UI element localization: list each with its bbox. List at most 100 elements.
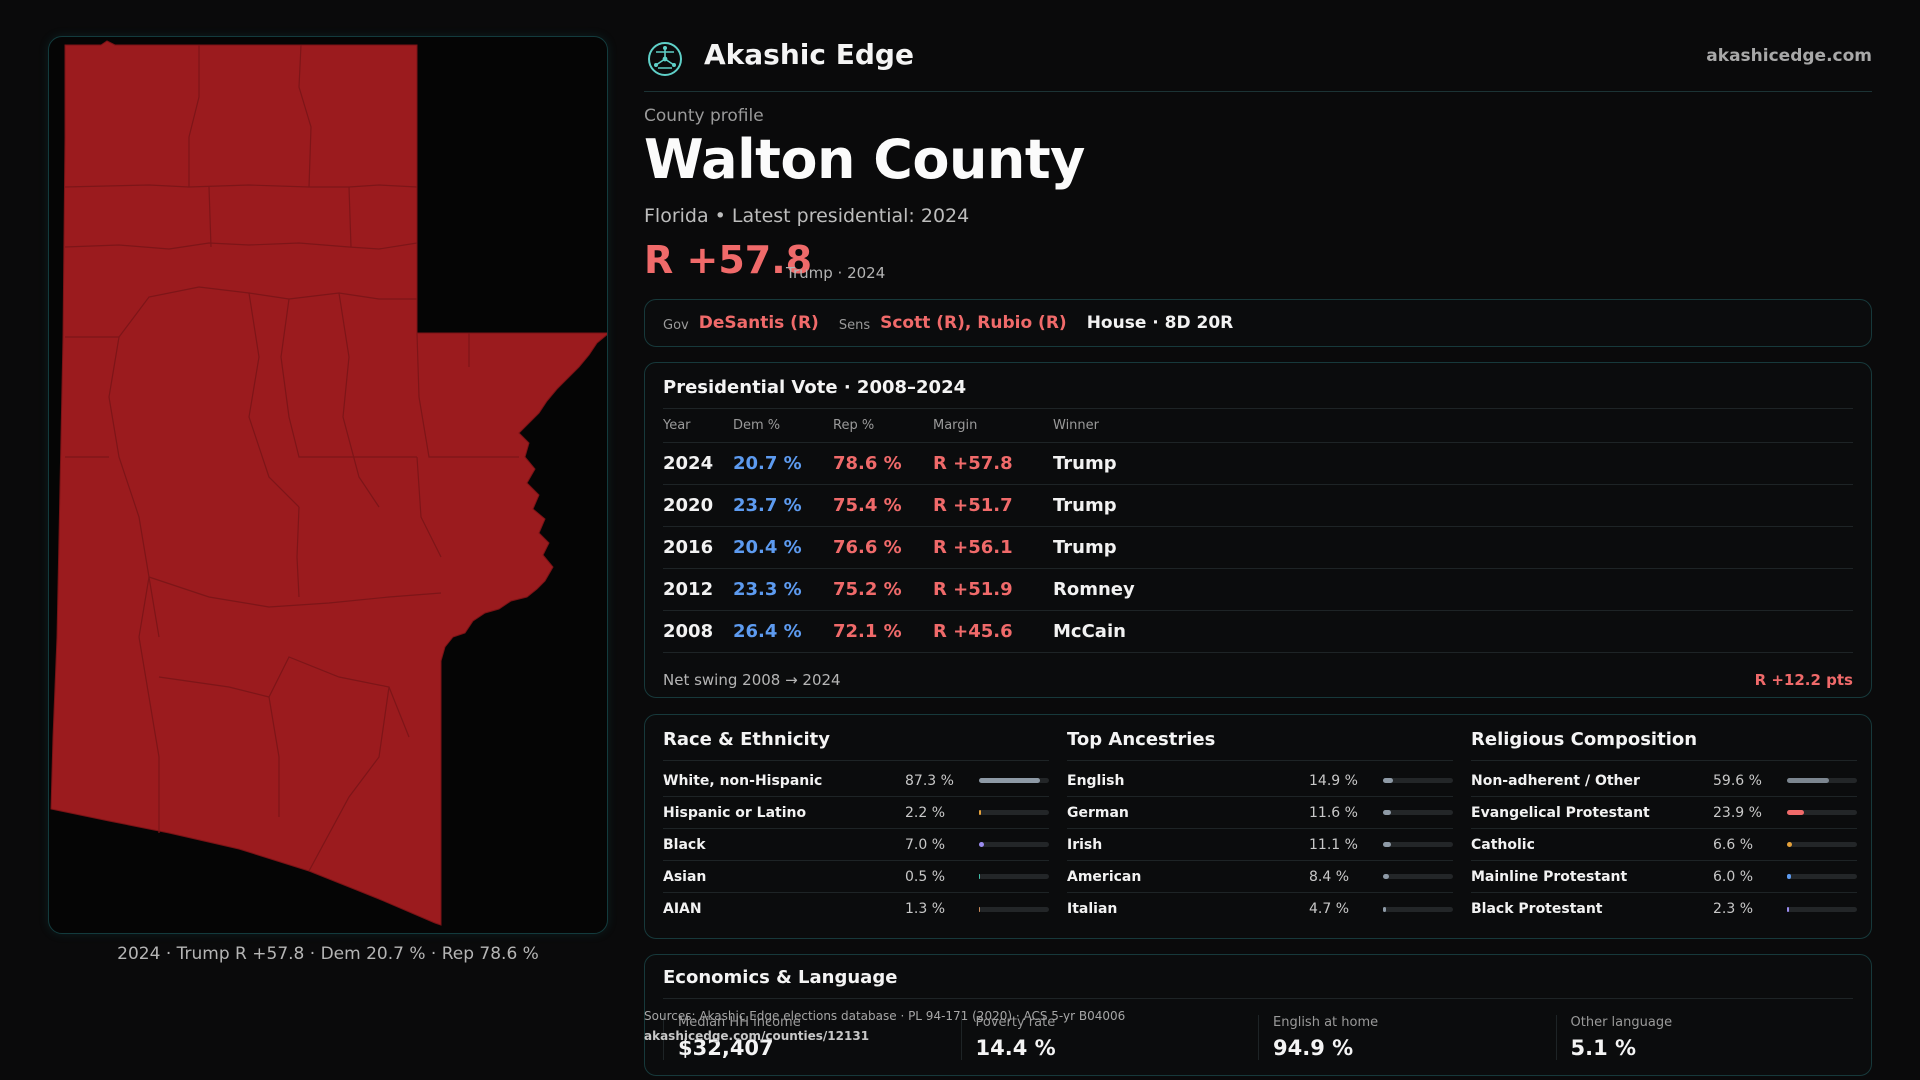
- ancestry-bar: [1383, 810, 1453, 815]
- religion-title: Religious Composition: [1471, 729, 1857, 761]
- race-label: Hispanic or Latino: [663, 804, 807, 821]
- presidential-table: Year Dem % Rep % Margin Winner 2024 20.7…: [663, 409, 1853, 653]
- race-title: Race & Ethnicity: [663, 729, 1049, 761]
- ancestry-row: Italian 4.7 %: [1067, 893, 1453, 925]
- ancestry-title: Top Ancestries: [1067, 729, 1453, 761]
- ancestry-label: German: [1067, 804, 1129, 821]
- cell-year: 2024: [663, 442, 733, 485]
- table-header-row: Year Dem % Rep % Margin Winner: [663, 409, 1853, 443]
- econ-label: Other language: [1570, 1015, 1673, 1030]
- religion-bar: [1787, 810, 1857, 815]
- network-globe-icon: [648, 42, 682, 76]
- cell-year: 2012: [663, 568, 733, 611]
- county-map: [50, 40, 607, 926]
- econ-label: English at home: [1273, 1015, 1379, 1030]
- econ-value: 14.4 %: [975, 1036, 1056, 1060]
- cell-winner: Romney: [1053, 568, 1853, 611]
- race-value: 7.0 %: [905, 836, 946, 853]
- top-bar: Akashic Edge akashicedge.com: [644, 36, 1872, 92]
- map-caption: 2024 · Trump R +57.8 · Dem 20.7 % · Rep …: [117, 944, 539, 964]
- race-bar: [979, 842, 1049, 847]
- religion-value: 23.9 %: [1713, 804, 1762, 821]
- race-row: Hispanic or Latino 2.2 %: [663, 797, 1049, 829]
- ancestry-row: American 8.4 %: [1067, 861, 1453, 893]
- cell-year: 2020: [663, 484, 733, 527]
- race-row: Asian 0.5 %: [663, 861, 1049, 893]
- race-value: 0.5 %: [905, 868, 946, 885]
- religion-bar-fill: [1787, 906, 1789, 912]
- religion-value: 6.6 %: [1713, 836, 1754, 853]
- religion-value: 2.3 %: [1713, 901, 1754, 917]
- cell-margin: R +56.1: [933, 526, 1053, 569]
- ancestry-value: 11.1 %: [1309, 836, 1358, 853]
- col-rep: Rep %: [833, 409, 933, 443]
- econ-label: Median HH income: [678, 1015, 801, 1030]
- cell-year: 2016: [663, 526, 733, 569]
- econ-label: Poverty rate: [975, 1015, 1056, 1030]
- econ-cell: English at home 94.9 %: [1258, 1015, 1556, 1060]
- col-margin: Margin: [933, 409, 1053, 443]
- page-eyebrow: County profile: [644, 106, 764, 126]
- cell-dem: 23.7 %: [733, 484, 833, 527]
- ancestry-row: English 14.9 %: [1067, 765, 1453, 797]
- race-row: AIAN 1.3 %: [663, 893, 1049, 925]
- cell-margin: R +57.8: [933, 442, 1053, 485]
- cell-rep: 72.1 %: [833, 610, 933, 653]
- religion-bar: [1787, 906, 1857, 912]
- econ-value: $32,407: [678, 1036, 774, 1060]
- ancestry-section: Top Ancestries English 14.9 % German 11.6 %…: [1067, 729, 1453, 938]
- table-row: 2024 20.7 % 78.6 % R +57.8 Trump: [663, 442, 1853, 485]
- table-row: 2012 23.3 % 75.2 % R +51.9 Romney: [663, 568, 1853, 611]
- ancestry-value: 8.4 %: [1309, 868, 1350, 885]
- net-swing-value: R +12.2 pts: [1754, 670, 1853, 689]
- precinct-lines: [64, 44, 519, 872]
- religion-bar-fill: [1787, 810, 1804, 815]
- religion-bar-fill: [1787, 778, 1829, 783]
- house-value: House · 8D 20R: [1086, 313, 1234, 333]
- race-bar: [979, 874, 1049, 879]
- econ-cell: Poverty rate 14.4 %: [960, 1015, 1259, 1060]
- religion-value: 59.6 %: [1713, 772, 1762, 789]
- ancestry-bar-fill: [1383, 906, 1387, 912]
- latest-margin-note: Trump · 2024: [786, 264, 886, 282]
- ancestry-row: Irish 11.1 %: [1067, 829, 1453, 861]
- ancestry-bar: [1383, 842, 1453, 847]
- religion-bar: [1787, 842, 1857, 847]
- econ-value: 5.1 %: [1570, 1036, 1637, 1060]
- race-bar-fill: [979, 842, 984, 847]
- economics-title: Economics & Language: [663, 967, 1853, 999]
- ancestry-label: Irish: [1067, 836, 1103, 853]
- ancestry-label: English: [1067, 772, 1125, 789]
- ancestry-bar-fill: [1383, 842, 1391, 847]
- col-year: Year: [663, 409, 733, 443]
- site-link[interactable]: akashicedge.com: [1706, 46, 1872, 66]
- net-swing: Net swing 2008 → 2024 R +12.2 pts: [663, 653, 1853, 689]
- ancestry-label: American: [1067, 868, 1142, 885]
- net-swing-label: Net swing 2008 → 2024: [663, 670, 841, 689]
- econ-cell: Other language 5.1 %: [1555, 1015, 1854, 1060]
- race-bar: [979, 906, 1049, 912]
- religion-bar-fill: [1787, 874, 1792, 879]
- religion-bar: [1787, 778, 1857, 783]
- cell-dem: 23.3 %: [733, 568, 833, 611]
- race-label: AIAN: [663, 901, 702, 917]
- race-row: White, non-Hispanic 87.3 %: [663, 765, 1049, 797]
- profile-url[interactable]: akashicedge.com/counties/12131: [644, 1029, 870, 1043]
- gov-value: DeSantis (R): [698, 313, 819, 333]
- cell-margin: R +51.9: [933, 568, 1053, 611]
- econ-value: 94.9 %: [1273, 1036, 1354, 1060]
- religion-row: Mainline Protestant 6.0 %: [1471, 861, 1857, 893]
- ancestry-bar: [1383, 778, 1453, 783]
- gov-label: Gov: [663, 317, 689, 333]
- religion-bar: [1787, 874, 1857, 879]
- race-bar: [979, 778, 1049, 783]
- county-map-panel: [48, 36, 608, 934]
- race-bar-fill: [979, 906, 981, 912]
- cell-winner: Trump: [1053, 526, 1853, 569]
- religion-row: Black Protestant 2.3 %: [1471, 893, 1857, 925]
- ancestry-value: 11.6 %: [1309, 804, 1358, 821]
- table-row: 2008 26.4 % 72.1 % R +45.6 McCain: [663, 610, 1853, 653]
- cell-dem: 20.7 %: [733, 442, 833, 485]
- race-bar-fill: [979, 874, 981, 879]
- cell-year: 2008: [663, 610, 733, 653]
